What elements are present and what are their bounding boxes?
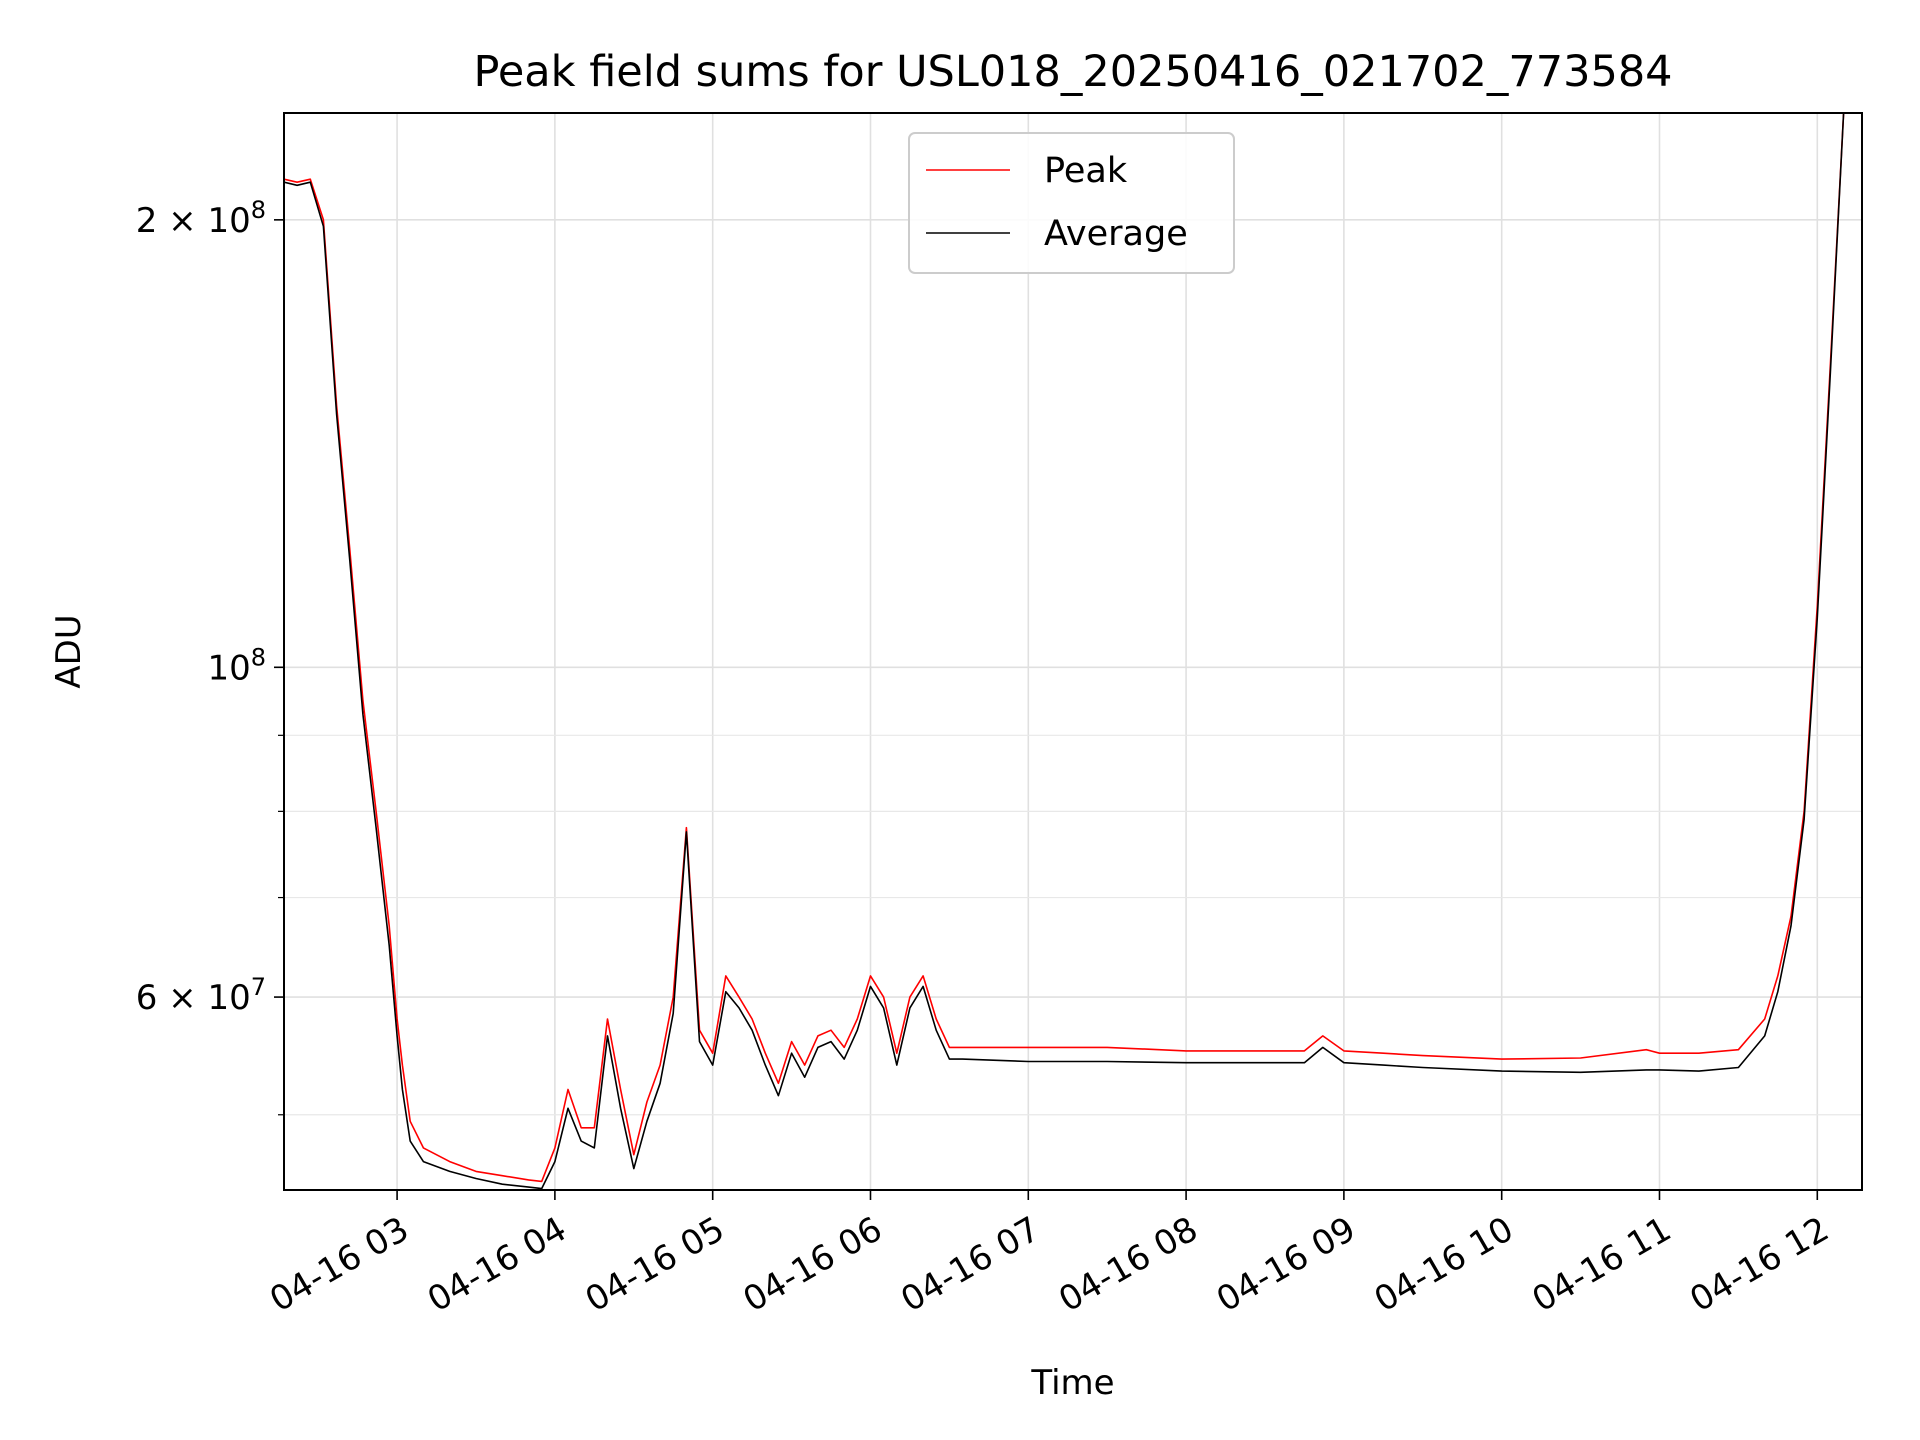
series-line-peak xyxy=(284,113,1845,1183)
plot-frame xyxy=(283,112,1863,1191)
y-axis-title: ADU xyxy=(49,614,89,688)
x-axis-title: Time xyxy=(1030,1363,1114,1403)
chart-title: Peak field sums for USL018_20250416_0217… xyxy=(473,47,1672,97)
series-lines xyxy=(284,113,1845,1190)
y-axis-ticks: 6 × 107 108 2 × 108 xyxy=(136,196,284,1116)
grid xyxy=(284,113,1862,1190)
y-tick-label: 2 × 108 xyxy=(136,196,266,241)
y-tick-label: 108 xyxy=(207,643,266,688)
y-tick-label: 6 × 107 xyxy=(136,973,266,1018)
legend-label-average: Average xyxy=(1044,214,1188,254)
legend-box xyxy=(908,132,1235,274)
series-line-average xyxy=(284,113,1845,1190)
legend: Peak Average xyxy=(908,132,1235,274)
legend-label-peak: Peak xyxy=(1044,151,1128,191)
